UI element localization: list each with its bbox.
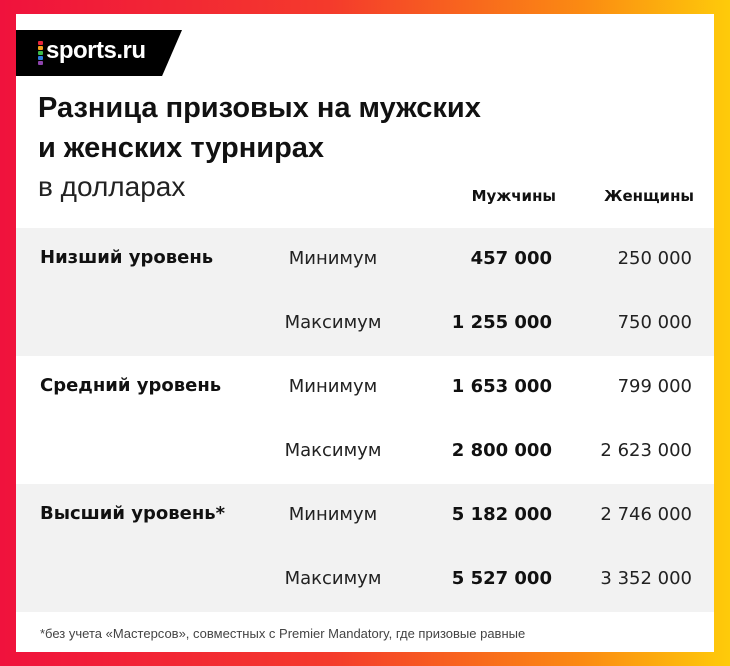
women-value: 250 000	[617, 248, 692, 269]
chart-title: Разница призовых на мужских и женских ту…	[38, 88, 638, 168]
row-kind: Максимум	[284, 568, 382, 589]
sports-ru-logo[interactable]: sports.ru	[16, 30, 182, 76]
table-band-low	[16, 228, 714, 356]
column-header-women: Женщины	[604, 187, 694, 205]
men-value: 1 255 000	[451, 312, 552, 333]
level-label-mid: Средний уровень	[40, 375, 222, 396]
women-value: 2 746 000	[600, 504, 692, 525]
row-kind: Минимум	[288, 504, 378, 525]
women-value: 750 000	[617, 312, 692, 333]
men-value: 457 000	[470, 248, 552, 269]
column-header-men: Мужчины	[471, 187, 556, 205]
men-value: 1 653 000	[451, 376, 552, 397]
men-value: 5 182 000	[451, 504, 552, 525]
logo-dots-icon	[38, 41, 43, 65]
title-line-2: и женских турнирах	[38, 132, 325, 164]
women-value: 799 000	[617, 376, 692, 397]
men-value: 2 800 000	[451, 440, 552, 461]
row-kind: Максимум	[284, 312, 382, 333]
women-value: 2 623 000	[600, 440, 692, 461]
row-kind: Максимум	[284, 440, 382, 461]
men-value: 5 527 000	[451, 568, 552, 589]
chart-subtitle: в долларах	[38, 171, 186, 202]
row-kind: Минимум	[288, 376, 378, 397]
level-label-high: Высший уровень*	[40, 503, 226, 524]
row-kind: Минимум	[288, 248, 378, 269]
table-band-high	[16, 484, 714, 612]
logo-text: sports.ru	[46, 37, 146, 64]
infographic-card: sports.ru Разница призовых на мужских и …	[16, 14, 714, 652]
footnote: *без учета «Мастерсов», совместных с Pre…	[40, 626, 526, 641]
level-label-low: Низший уровень	[40, 247, 214, 268]
women-value: 3 352 000	[600, 568, 692, 589]
title-line-1: Разница призовых на мужских	[38, 92, 481, 124]
